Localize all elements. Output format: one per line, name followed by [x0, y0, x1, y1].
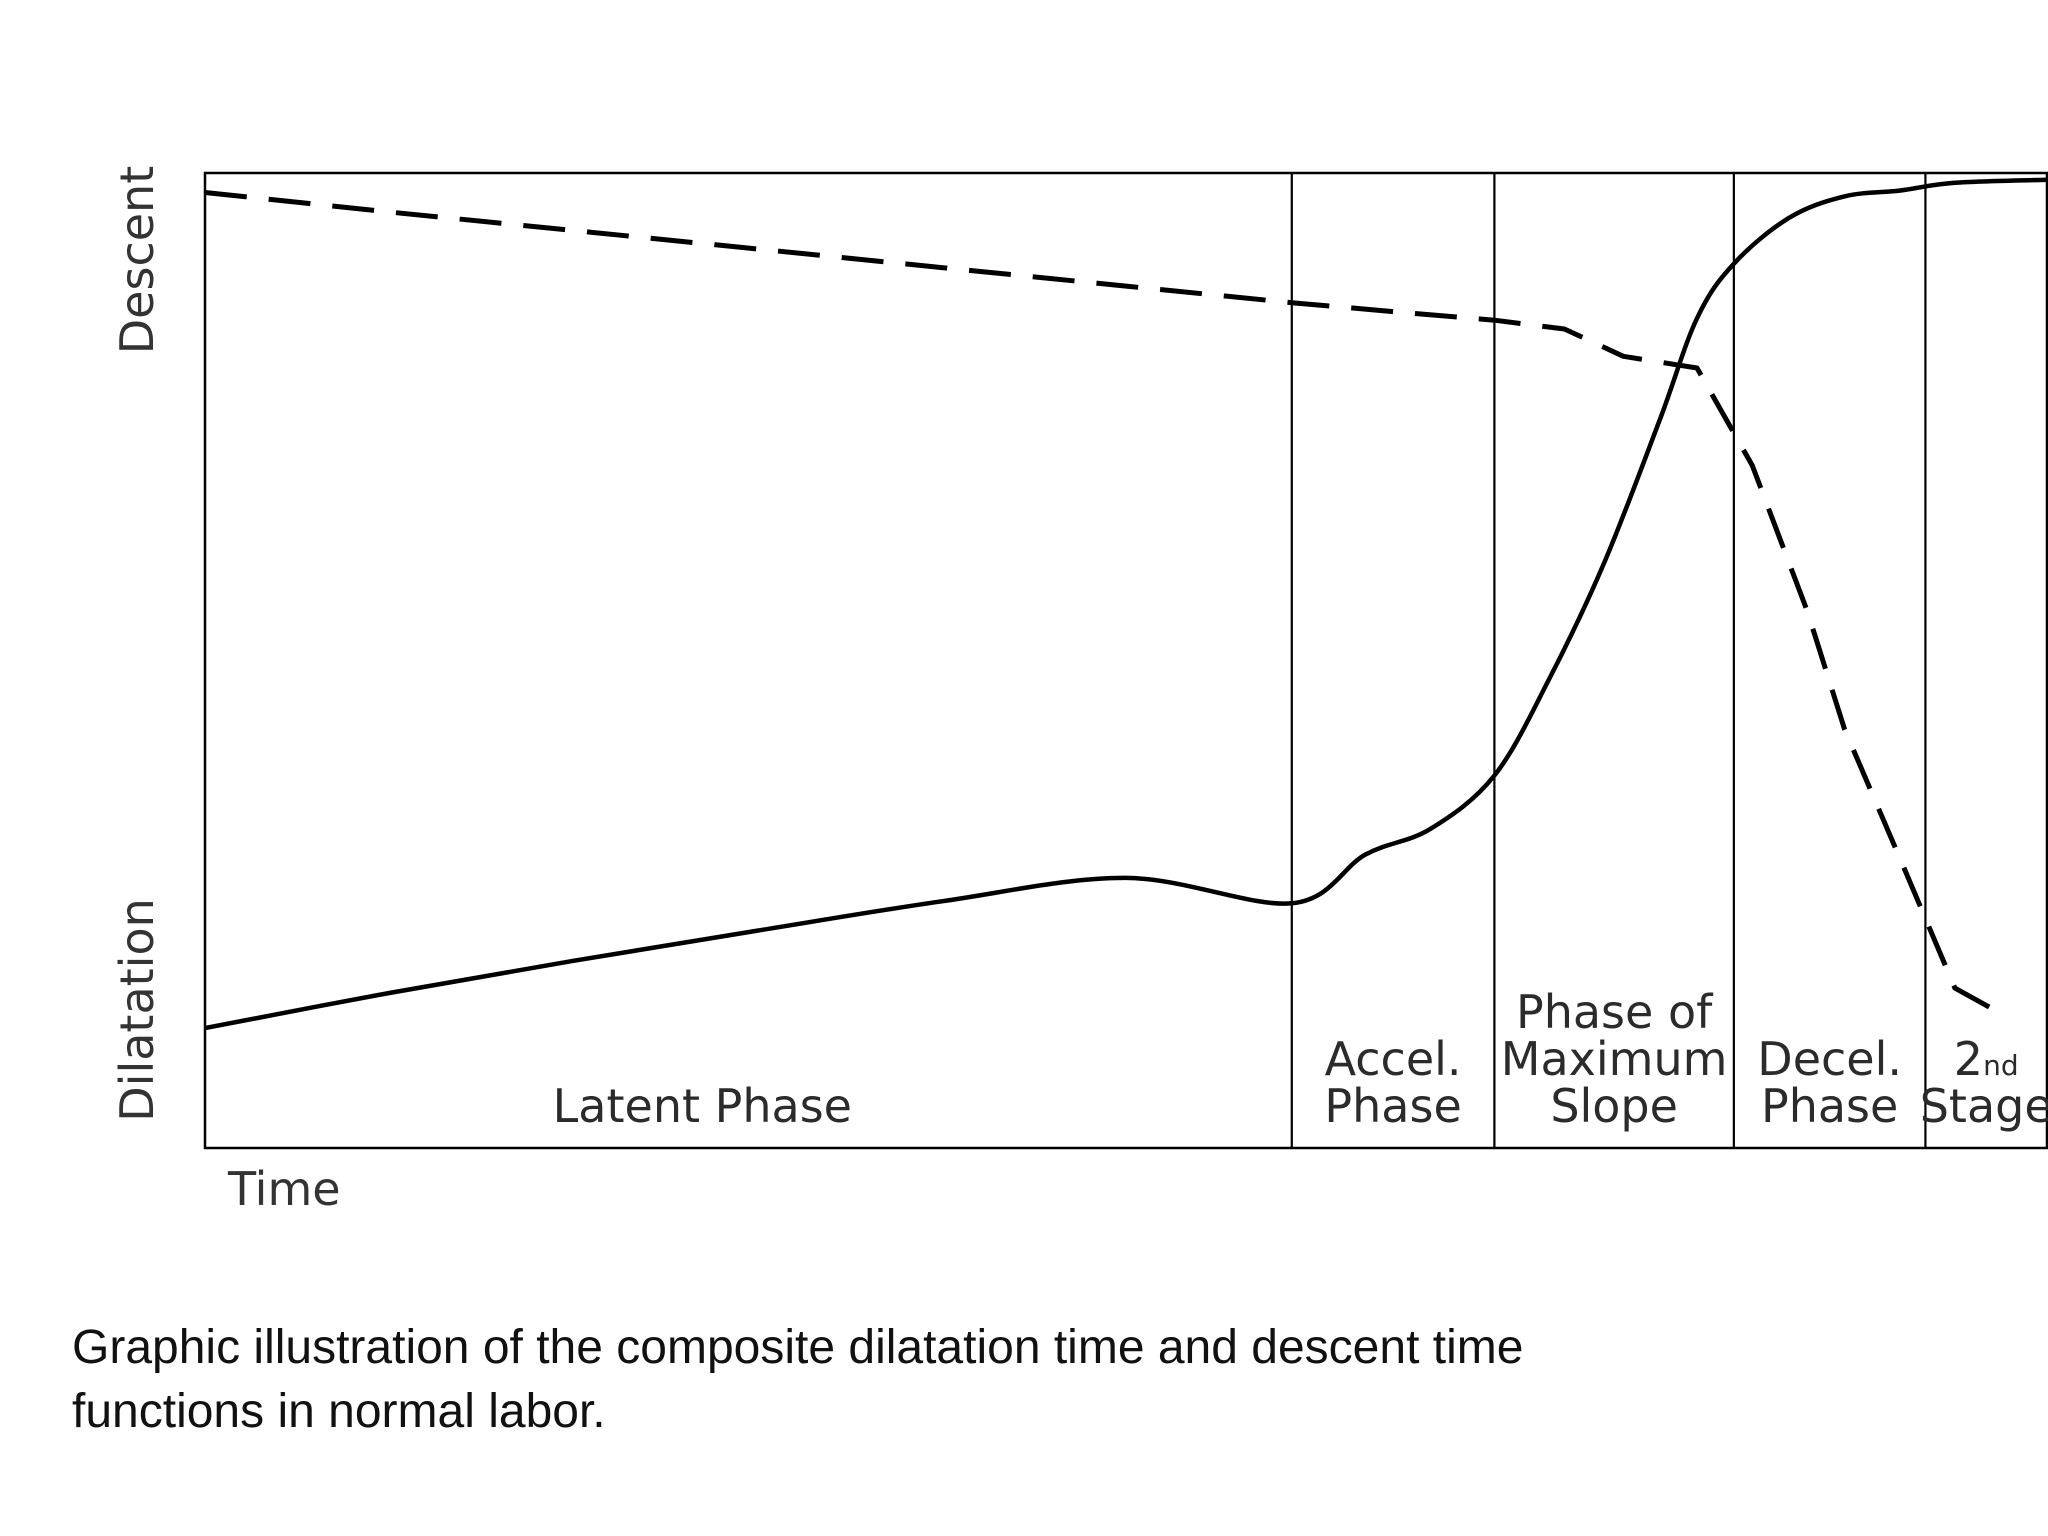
caption-line-2: functions in normal labor.: [72, 1385, 606, 1438]
y-axis-label-descent: Descent: [110, 166, 164, 354]
phase-label-latent-line-1: Latent Phase: [553, 1079, 852, 1133]
descent-curve: [204, 190, 1999, 1014]
caption-line-1: Graphic illustration of the composite di…: [72, 1321, 1524, 1374]
dilatation-curve: [204, 177, 2048, 1031]
series-layer: [204, 177, 2048, 1031]
phase-dividers: [1290, 173, 1927, 1148]
phase-label-second-stage-line-2: Stage: [1920, 1079, 2048, 1133]
phase-label-maximum-slope-line-1: Phase of: [1516, 985, 1714, 1039]
figure-caption: Graphic illustration of the composite di…: [72, 1316, 1772, 1444]
x-axis-label-time: Time: [227, 1162, 341, 1216]
phase-label-acceleration-line-1: Accel.: [1325, 1032, 1462, 1086]
phase-label-maximum-slope-line-2: Maximum: [1501, 1032, 1728, 1086]
phase-label-second-stage-line-1: 2nd: [1954, 1032, 2019, 1086]
phase-label-deceleration-line-2: Phase: [1761, 1079, 1898, 1133]
phase-label-maximum-slope-line-3: Slope: [1550, 1079, 1678, 1133]
plot-frame: [203, 171, 2048, 1150]
y-axis-label-dilatation: Dilatation: [110, 898, 164, 1122]
phase-label-deceleration-line-1: Decel.: [1757, 1032, 1902, 1086]
phase-label-acceleration-line-2: Phase: [1324, 1079, 1461, 1133]
